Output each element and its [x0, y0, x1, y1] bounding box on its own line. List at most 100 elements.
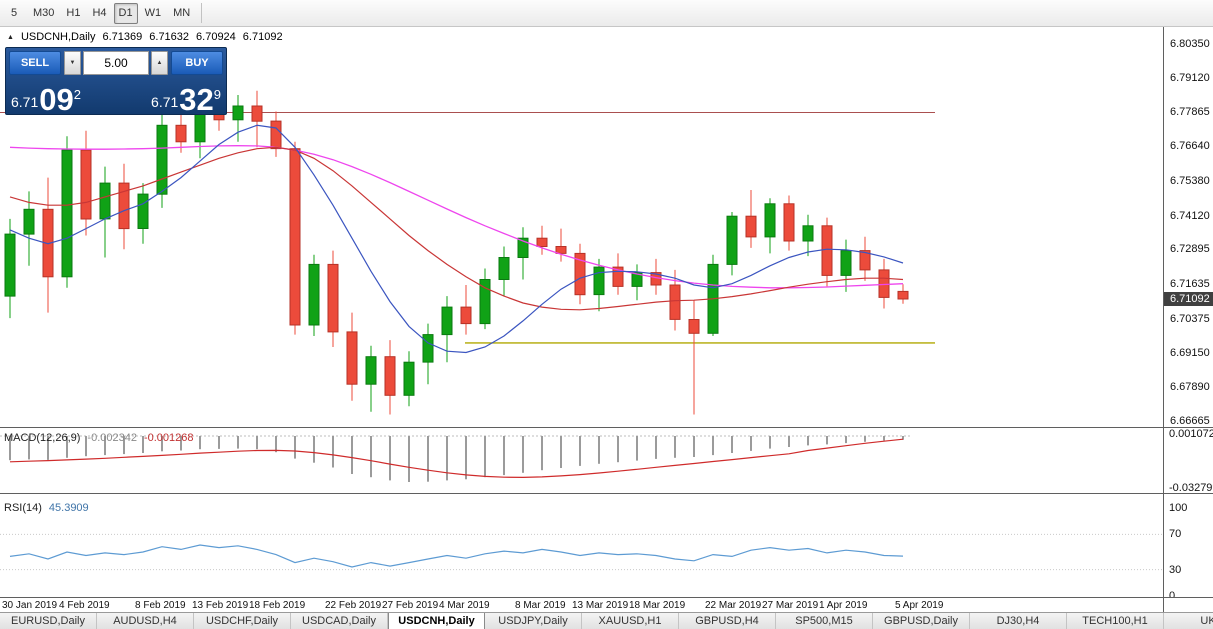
date-axis-label: 1 Apr 2019	[819, 600, 868, 611]
rsi-line	[9, 544, 904, 568]
volume-increase-button[interactable]: ▲	[151, 51, 168, 75]
price-axis-label: 6.72895	[1170, 243, 1210, 256]
chart-open-value: 6.71369	[102, 31, 143, 43]
price-axis-label: 6.75380	[1170, 174, 1210, 187]
price-chart-canvas[interactable]	[0, 27, 1163, 427]
timeframe-button-w1[interactable]: W1	[140, 3, 167, 24]
price-axis-label: 6.76640	[1170, 140, 1210, 153]
date-axis-label: 18 Feb 2019	[249, 600, 306, 611]
sell-price-pipette: 2	[73, 87, 81, 102]
date-axis-label: 4 Feb 2019	[59, 600, 110, 611]
buy-price-base: 6.71	[151, 94, 179, 110]
macd-histogram	[9, 436, 904, 482]
rsi-value: 45.3909	[48, 502, 89, 514]
date-axis-label: 5 Apr 2019	[895, 600, 944, 611]
tab-usdcnh-daily[interactable]: USDCNH,Daily	[388, 613, 485, 629]
rsi-canvas[interactable]	[0, 494, 1163, 597]
one-click-trading-panel: SELL ▼ ▲ BUY 6.71 09 2	[5, 47, 227, 115]
chart-header: ▲ USDCNH,Daily 6.71369 6.71632 6.70924 6…	[7, 31, 283, 43]
tab-eurusd-daily[interactable]: EURUSD,Daily	[0, 613, 97, 629]
tab-dj30-h4[interactable]: DJ30,H4	[970, 613, 1067, 629]
rsi-label-row: RSI(14) 45.3909	[4, 502, 89, 514]
tab-usdjpy-daily[interactable]: USDJPY,Daily	[485, 613, 582, 629]
rsi-axis-label: 0	[1169, 590, 1176, 602]
rsi-axis-label: 30	[1169, 563, 1182, 576]
buy-price-pips: 32	[179, 82, 214, 117]
tab-usdchf-daily[interactable]: USDCHF,Daily	[194, 613, 291, 629]
date-axis-label: 22 Mar 2019	[705, 600, 762, 611]
volume-control: ▼ ▲	[64, 51, 168, 75]
price-axis[interactable]: 6.71092 6.80350 6.79120 6.77865 6.76640 6.75…	[1164, 27, 1213, 427]
ma-fast-line	[9, 124, 904, 354]
main-chart-panel[interactable]: ▲ USDCNH,Daily 6.71369 6.71632 6.70924 6…	[0, 27, 1213, 427]
chevron-up-icon: ▲	[156, 60, 163, 66]
tab-sp500-m15[interactable]: SP500,M15	[776, 613, 873, 629]
tab-gbpusd-daily[interactable]: GBPUSD,Daily	[873, 613, 970, 629]
timeframe-button-mn[interactable]: MN	[168, 3, 195, 24]
timeframe-button-d1[interactable]: D1	[113, 2, 138, 24]
price-axis-label: 6.69150	[1170, 346, 1210, 359]
macd-indicator-label: MACD(12,26,9)	[4, 432, 81, 444]
collapse-chart-icon[interactable]: ▲	[7, 33, 14, 41]
ma-slow-line	[9, 145, 904, 289]
axis-separator	[1163, 27, 1164, 612]
macd-axis-min: -0.032799	[1169, 481, 1213, 494]
date-axis-label: 4 Mar 2019	[439, 600, 490, 611]
candles	[4, 90, 909, 415]
macd-panel[interactable]: MACD(12,26,9) -0.002342 -0.001268 0.0010…	[0, 427, 1213, 494]
tab-gbpusd-h4[interactable]: GBPUSD,H4	[679, 613, 776, 629]
macd-label-row: MACD(12,26,9) -0.002342 -0.001268	[4, 432, 194, 444]
volume-decrease-button[interactable]: ▼	[64, 51, 81, 75]
ma-mid-line	[9, 146, 904, 311]
price-axis-label: 6.70375	[1170, 312, 1210, 325]
price-axis-label: 6.77865	[1170, 106, 1210, 119]
date-axis[interactable]: 30 Jan 2019 4 Feb 2019 8 Feb 2019 13 Feb 20…	[0, 597, 1213, 612]
chart-low-value: 6.70924	[196, 31, 236, 43]
date-axis-label: 18 Mar 2019	[629, 600, 686, 611]
tab-xauusd-h1[interactable]: XAUUSD,H1	[582, 613, 679, 629]
timeframe-button-5[interactable]: 5	[2, 3, 26, 24]
rsi-indicator-label: RSI(14)	[4, 502, 42, 514]
sell-price-pips: 09	[39, 82, 74, 117]
chart-high-value: 6.71632	[149, 31, 190, 43]
macd-axis-max: 0.001072	[1169, 428, 1213, 441]
date-axis-label: 27 Mar 2019	[762, 600, 819, 611]
chart-close-value: 6.71092	[242, 31, 283, 43]
macd-main-value: -0.002342	[87, 432, 137, 444]
chart-symbol-label: USDCNH,Daily	[20, 31, 96, 43]
macd-signal-line	[9, 438, 904, 479]
sell-button[interactable]: SELL	[9, 51, 61, 75]
buy-price[interactable]: 6.71 32 9	[151, 76, 221, 117]
price-axis-label: 6.80350	[1170, 37, 1210, 50]
price-axis-label: 6.79120	[1170, 71, 1210, 84]
price-axis-label: 6.74120	[1170, 209, 1210, 222]
price-axis-label: 6.66665	[1170, 414, 1210, 427]
tab-usdcad-daily[interactable]: USDCAD,Daily	[291, 613, 388, 629]
volume-input[interactable]	[83, 51, 149, 75]
date-axis-label: 13 Feb 2019	[192, 600, 249, 611]
macd-canvas[interactable]	[0, 428, 1163, 493]
rsi-panel[interactable]: RSI(14) 45.3909 100 70 30 0	[0, 493, 1213, 602]
date-axis-label: 13 Mar 2019	[572, 600, 629, 611]
sell-price-base: 6.71	[11, 94, 39, 110]
buy-button[interactable]: BUY	[171, 51, 223, 75]
price-axis-label: 6.71635	[1170, 278, 1210, 291]
toolbar-separator	[201, 3, 203, 23]
tab-tech100-h1[interactable]: TECH100,H1	[1067, 613, 1164, 629]
timeframe-button-m30[interactable]: M30	[28, 3, 59, 24]
price-axis-label: 6.67890	[1170, 381, 1210, 394]
rsi-axis-label: 100	[1169, 502, 1188, 514]
tab-audusd-h4[interactable]: AUDUSD,H4	[97, 613, 194, 629]
date-axis-label: 8 Feb 2019	[135, 600, 186, 611]
date-axis-label: 30 Jan 2019	[2, 600, 58, 611]
date-axis-label: 22 Feb 2019	[325, 600, 382, 611]
tab-ukc[interactable]: UKC	[1164, 613, 1213, 629]
sell-price[interactable]: 6.71 09 2	[11, 76, 81, 117]
buy-price-pipette: 9	[213, 87, 221, 102]
chart-tab-bar: EURUSD,Daily AUDUSD,H4 USDCHF,Daily USDCAD,…	[0, 612, 1213, 629]
timeframe-button-h1[interactable]: H1	[61, 3, 85, 24]
macd-signal-value: -0.001268	[143, 432, 194, 444]
timeframe-button-h4[interactable]: H4	[87, 3, 111, 24]
current-price-badge: 6.71092	[1164, 292, 1213, 307]
